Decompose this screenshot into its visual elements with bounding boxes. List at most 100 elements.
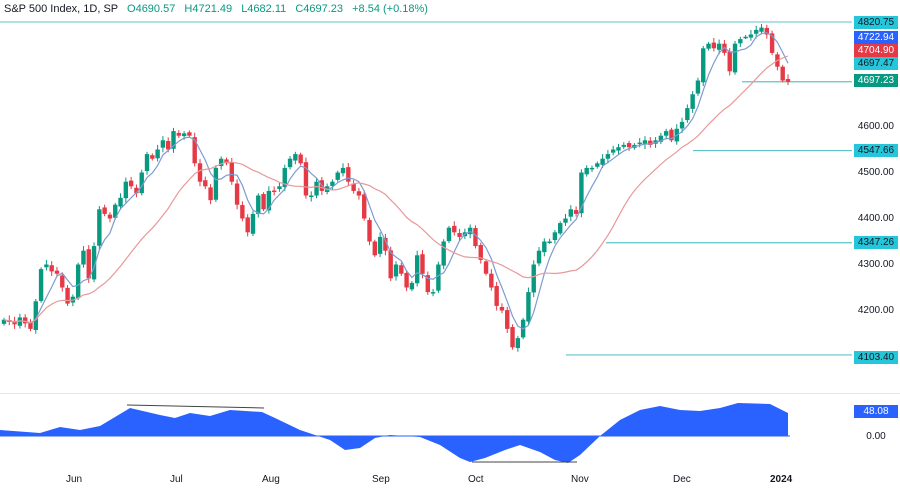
time-axis-label: Sep — [372, 474, 390, 485]
slow-ma-line — [3, 55, 789, 324]
candle-body — [309, 195, 314, 197]
candle-body — [160, 140, 166, 148]
candle-body — [648, 140, 653, 145]
price-axis-tick: 4200.00 — [857, 304, 894, 316]
divergence-line[interactable] — [126, 404, 265, 409]
candle-body — [383, 238, 388, 251]
open-value: O4690.57 — [127, 3, 176, 15]
candle-body — [573, 210, 579, 214]
candle-body — [409, 282, 415, 290]
candle-body — [414, 255, 420, 284]
candle-body — [340, 167, 346, 174]
time-axis-label: Aug — [262, 474, 280, 485]
candle-body — [388, 250, 393, 279]
candle-body — [483, 261, 489, 274]
candle-body — [155, 149, 160, 159]
candle-body — [97, 209, 102, 246]
candle-body — [298, 154, 303, 164]
candle-body — [600, 158, 605, 165]
price-tag: 4347.26 — [854, 236, 898, 249]
candle-body — [441, 241, 446, 266]
candle-body — [663, 131, 669, 136]
price-axis-tick: 4600.00 — [857, 120, 894, 132]
candle-body — [595, 163, 600, 167]
close-value: C4697.23 — [295, 3, 344, 15]
candle-body — [240, 205, 245, 219]
candle-body — [769, 33, 775, 53]
candle-body — [626, 143, 632, 148]
oscillator-value-tag: 48.08 — [854, 405, 898, 418]
candle-body — [102, 207, 107, 214]
candle-body — [732, 43, 738, 73]
candle-body — [303, 162, 309, 196]
candle-body — [171, 131, 176, 149]
candle-body — [510, 327, 515, 348]
candle-body — [356, 191, 362, 196]
candle-body — [711, 42, 717, 49]
candle-body — [716, 43, 722, 50]
candle-body — [372, 241, 378, 256]
candle-body — [610, 149, 616, 153]
candle-body — [669, 129, 674, 141]
candle-body — [287, 158, 293, 168]
candle-body — [346, 167, 351, 182]
time-axis-label: Jul — [170, 474, 183, 485]
candle-body — [293, 154, 298, 161]
price-axis-tick: 4400.00 — [857, 212, 894, 224]
candle-body — [536, 250, 542, 264]
candle-body — [420, 254, 425, 274]
candle-body — [589, 167, 595, 170]
candle-body — [54, 270, 60, 274]
candle-body — [759, 27, 764, 32]
candle-body — [107, 214, 113, 219]
candle-body — [499, 307, 505, 311]
candle-body — [17, 317, 23, 326]
candle-body — [113, 204, 118, 218]
candle-body — [330, 181, 335, 186]
candle-body — [33, 301, 38, 331]
price-tag: 4820.75 — [854, 16, 898, 29]
candle-body — [250, 213, 256, 234]
candle-body — [271, 190, 277, 193]
candle-body — [764, 27, 770, 35]
candle-body — [351, 183, 356, 191]
candle-body — [91, 246, 97, 280]
candle-body — [748, 34, 754, 38]
high-value: H4721.49 — [184, 3, 233, 15]
candle-body — [28, 321, 33, 329]
candle-body — [203, 180, 208, 187]
candle-body — [457, 233, 462, 237]
low-value: L4682.11 — [241, 3, 287, 15]
time-axis-label: Jun — [66, 474, 83, 485]
price-axis-tick: 4500.00 — [857, 166, 894, 178]
time-axis-label: Oct — [468, 474, 484, 485]
candle-body — [616, 147, 621, 151]
candle-body — [494, 286, 499, 306]
candle-body — [224, 159, 229, 164]
symbol-legend: S&P 500 Index, 1D, SP O4690.57 H4721.49 … — [4, 3, 428, 15]
candle-body — [166, 141, 171, 150]
time-axis-label: Dec — [673, 474, 691, 485]
candle-body — [1, 319, 7, 324]
time-axis-label: 2024 — [770, 474, 793, 485]
candle-body — [547, 241, 552, 243]
price-tag: 4722.94 — [854, 31, 898, 44]
candle-body — [197, 163, 203, 182]
oscillator-area — [0, 403, 788, 463]
price-tag: 4547.66 — [854, 144, 898, 157]
candle-body — [181, 133, 187, 137]
candle-body — [335, 172, 340, 180]
candle-body — [505, 310, 510, 329]
candle-body — [605, 154, 611, 159]
candle-body — [213, 167, 219, 200]
pane-divider[interactable] — [0, 393, 900, 394]
candle-body — [192, 137, 197, 164]
candle-body — [430, 292, 436, 294]
candle-body — [176, 132, 182, 136]
candle-body — [49, 265, 54, 272]
candle-body — [690, 94, 695, 109]
candle-body — [436, 264, 441, 291]
change-value: +8.54 (+0.18%) — [352, 3, 428, 15]
candle-body — [282, 167, 287, 188]
